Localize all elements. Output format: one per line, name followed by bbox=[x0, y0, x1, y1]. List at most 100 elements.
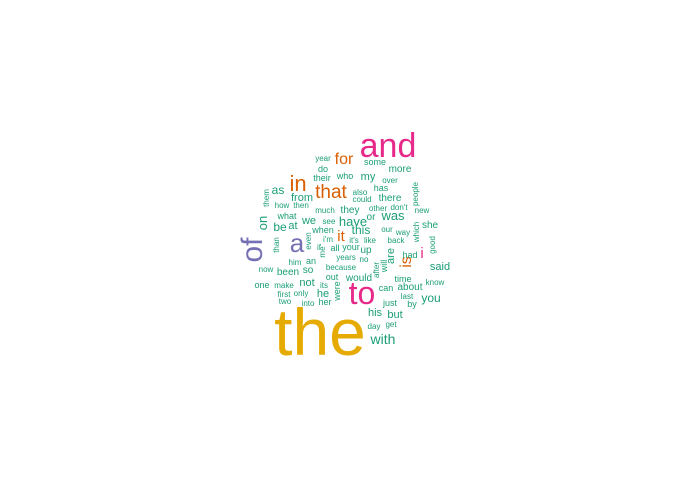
word-cloud-word: by bbox=[407, 299, 417, 309]
word-cloud-word: and bbox=[360, 127, 417, 165]
word-cloud-word: then bbox=[293, 201, 309, 210]
word-cloud-word: way bbox=[395, 228, 410, 237]
word-cloud-word: was bbox=[380, 208, 405, 223]
word-cloud-word: over bbox=[382, 176, 398, 185]
word-cloud-word: when bbox=[311, 225, 334, 235]
word-cloud-word: or bbox=[367, 212, 377, 223]
word-cloud-word: in bbox=[289, 171, 306, 196]
word-cloud-word: last bbox=[401, 292, 414, 301]
word-cloud-word: some bbox=[364, 157, 386, 167]
word-cloud-word: what bbox=[276, 211, 297, 221]
word-cloud-word: which bbox=[412, 222, 421, 243]
word-cloud-word: make bbox=[274, 281, 294, 290]
word-cloud-word: your bbox=[342, 242, 360, 252]
word-cloud-word: at bbox=[288, 220, 297, 232]
word-cloud-word: only bbox=[294, 289, 309, 298]
word-cloud-word: him bbox=[289, 258, 302, 267]
word-cloud-word: as bbox=[272, 183, 285, 197]
word-cloud-word: people bbox=[411, 181, 420, 206]
word-cloud-word: me bbox=[318, 246, 327, 258]
word-cloud-word: out bbox=[326, 272, 339, 282]
word-cloud-word: now bbox=[259, 265, 274, 274]
word-cloud-word: if bbox=[317, 243, 322, 252]
word-cloud-word: for bbox=[335, 151, 354, 168]
word-cloud-word: he bbox=[317, 288, 329, 300]
word-cloud-word: new bbox=[415, 206, 430, 215]
word-cloud-word: because bbox=[326, 263, 357, 272]
word-cloud-word: i bbox=[420, 245, 423, 262]
word-cloud-word: she bbox=[422, 220, 439, 231]
word-cloud-word: into bbox=[302, 299, 315, 308]
word-cloud-word: much bbox=[315, 206, 335, 215]
word-cloud-word: not bbox=[299, 277, 314, 289]
word-cloud-word: will bbox=[379, 260, 389, 274]
word-cloud-word: time bbox=[394, 274, 411, 284]
word-cloud-word: i'm bbox=[323, 235, 333, 244]
word-cloud-word: them bbox=[262, 189, 271, 207]
word-cloud-word: so bbox=[303, 265, 314, 276]
word-cloud-word: good bbox=[428, 236, 437, 254]
word-cloud-word: to bbox=[349, 275, 376, 311]
word-cloud-word: you bbox=[421, 291, 440, 305]
word-cloud-word: have bbox=[339, 214, 367, 229]
word-cloud-word: don't bbox=[390, 203, 408, 212]
word-cloud-word: on bbox=[255, 216, 270, 230]
word-cloud-word: like bbox=[364, 236, 377, 245]
word-cloud-word: said bbox=[430, 261, 450, 273]
word-cloud-word: we bbox=[301, 215, 316, 227]
word-cloud-word: first bbox=[278, 290, 292, 299]
word-cloud-word: his bbox=[368, 307, 383, 319]
word-cloud-word: could bbox=[352, 195, 371, 204]
word-cloud-word: about bbox=[397, 282, 422, 293]
word-cloud-word: a bbox=[290, 228, 305, 258]
word-cloud-word: had bbox=[402, 250, 417, 260]
word-cloud-word: all bbox=[330, 243, 339, 253]
word-cloud-word: there bbox=[379, 193, 402, 204]
word-cloud-word: two bbox=[279, 297, 292, 306]
word-cloud-word: how bbox=[275, 201, 290, 210]
word-cloud-word: this bbox=[352, 223, 371, 237]
word-cloud-word: of bbox=[236, 237, 269, 263]
word-cloud-word: get bbox=[385, 320, 397, 329]
word-cloud-word: my bbox=[361, 171, 376, 183]
word-cloud-word: with bbox=[370, 331, 396, 347]
word-cloud-word: year bbox=[315, 154, 331, 163]
word-cloud-word: were bbox=[332, 281, 342, 302]
word-cloud-word: from bbox=[291, 192, 313, 204]
word-cloud-word: are bbox=[385, 248, 397, 264]
word-cloud-word: also bbox=[353, 188, 368, 197]
word-cloud-word: do bbox=[318, 164, 328, 174]
word-cloud-word: its bbox=[320, 281, 328, 290]
word-cloud-word: day bbox=[368, 322, 381, 331]
word-cloud-word: but bbox=[387, 309, 402, 321]
word-cloud-word: their bbox=[313, 173, 331, 183]
word-cloud-word: more bbox=[389, 164, 412, 175]
word-cloud-word: her bbox=[318, 297, 331, 307]
word-cloud-word: the bbox=[274, 295, 366, 369]
word-cloud-word: after bbox=[372, 262, 381, 278]
word-cloud-word: see bbox=[323, 217, 336, 226]
word-cloud-word: years bbox=[336, 253, 356, 262]
word-cloud-word: be bbox=[273, 220, 287, 234]
word-cloud-word: it's bbox=[349, 236, 359, 245]
word-cloud-word: has bbox=[374, 183, 389, 193]
word-cloud-word: no bbox=[360, 255, 369, 264]
word-cloud-word: other bbox=[369, 204, 388, 213]
word-cloud-word: been bbox=[277, 267, 299, 278]
word-cloud-word: just bbox=[382, 298, 398, 308]
word-cloud-word: who bbox=[336, 171, 354, 181]
word-cloud-word: is bbox=[398, 256, 415, 268]
word-cloud-word: they bbox=[341, 205, 360, 216]
word-cloud-word: one bbox=[254, 280, 269, 290]
word-cloud-word: can bbox=[379, 283, 394, 293]
word-cloud-word: back bbox=[388, 236, 406, 245]
word-cloud-word: it bbox=[337, 228, 345, 245]
word-cloud-word: would bbox=[345, 273, 372, 284]
word-cloud-word: an bbox=[306, 256, 316, 266]
word-cloud-word: than bbox=[272, 237, 281, 253]
word-cloud-word: that bbox=[315, 182, 347, 203]
word-cloud-word: our bbox=[381, 225, 393, 234]
word-cloud-word: know bbox=[426, 278, 445, 287]
word-cloud-word: even bbox=[304, 232, 313, 249]
